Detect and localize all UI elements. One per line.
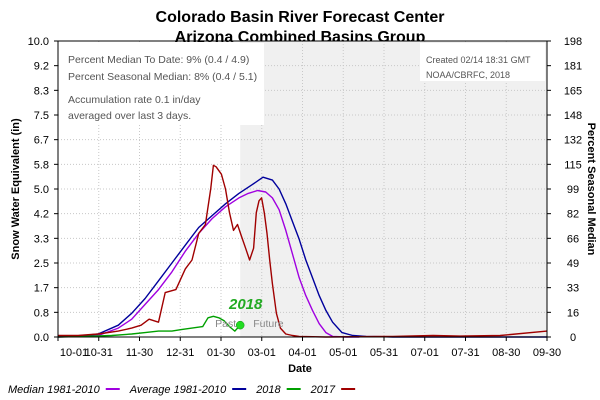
y2-tick-label: 16 (567, 307, 579, 319)
y2-tick-label: 33 (567, 283, 579, 295)
x-tick-label: 12-31 (166, 347, 194, 359)
plot-area: Percent Median To Date: 9% (0.4 / 4.9) Pe… (28, 36, 583, 359)
annotation-averaged: averaged over last 3 days. (68, 110, 191, 122)
y-tick-label: 9.2 (34, 61, 49, 73)
y-tick-label: 5.8 (34, 159, 49, 171)
chart-title: Colorado Basin River Forecast Center (156, 9, 445, 26)
legend-label-2017: 2017 (310, 384, 336, 396)
y2-tick-label: 198 (564, 36, 582, 48)
series-line-average-1981-2010 (57, 176, 547, 338)
x-tick-label: 04-01 (288, 347, 316, 359)
y-tick-label: 1.7 (34, 283, 49, 295)
annotation-accumulation-rate: Accumulation rate 0.1 in/day (68, 94, 201, 106)
annotation-seasonal-median: Percent Seasonal Median: 8% (0.4 / 5.1) (68, 71, 257, 83)
y2-tick-label: 82 (567, 209, 579, 221)
y-tick-label: 5.0 (34, 184, 49, 196)
legend-label-average-1981-2010: Average 1981-2010 (129, 384, 227, 396)
y-axis-label: Snow Water Equivalent (in) (10, 118, 22, 260)
legend-label-2018: 2018 (255, 384, 281, 396)
y-tick-label: 0.8 (34, 307, 49, 319)
y2-tick-label: 148 (564, 110, 582, 122)
series-line-2018 (57, 315, 241, 338)
annotation-median-to-date: Percent Median To Date: 9% (0.4 / 4.9) (68, 54, 249, 66)
future-label: Future (253, 318, 284, 330)
x-tick-label: 11-30 (126, 347, 153, 359)
y2-tick-label: 66 (567, 233, 579, 245)
y-tick-label: 7.5 (34, 110, 49, 122)
x-tick-label: 08-30 (492, 347, 520, 359)
y2-tick-label: 49 (567, 258, 579, 270)
y2-tick-label: 181 (564, 61, 582, 73)
x-tick-label: 10-31 (85, 347, 113, 359)
y2-tick-label: 132 (564, 135, 582, 147)
series-line-2017 (58, 164, 548, 338)
y2-axis-label: Percent Seasonal Median (585, 123, 597, 256)
annotation-box (60, 43, 264, 125)
legend-label-median-1981-2010: Median 1981-2010 (8, 384, 101, 396)
x-axis-label: Date (288, 363, 312, 375)
y-tick-label: 4.2 (34, 209, 49, 221)
y-tick-label: 0.0 (34, 332, 49, 344)
past-label: Past (215, 318, 236, 330)
x-tick-label: 10-01 (60, 347, 88, 359)
y2-tick-label: 99 (567, 184, 579, 196)
x-tick-label: 07-31 (451, 347, 479, 359)
annotation-created: Created 02/14 18:31 GMT (426, 55, 531, 65)
current-marker (235, 320, 245, 330)
created-box (420, 43, 545, 81)
series-line-median-1981-2010 (57, 189, 360, 338)
x-tick-label: 09-30 (533, 347, 561, 359)
x-tick-label: 07-01 (411, 347, 439, 359)
y2-tick-label: 115 (564, 159, 582, 171)
y2-tick-label: 0 (570, 332, 576, 344)
y-tick-label: 8.3 (34, 85, 49, 97)
annotation-source: NOAA/CBRFC, 2018 (426, 70, 510, 80)
legend: Median 1981-2010 Average 1981-2010 2018 201… (8, 384, 356, 396)
x-tick-label: 05-01 (329, 347, 357, 359)
highlight-year-label: 2018 (228, 296, 263, 313)
y-tick-label: 6.7 (34, 135, 49, 147)
y-tick-label: 10.0 (28, 36, 49, 48)
x-tick-label: 05-31 (370, 347, 398, 359)
y-tick-label: 3.3 (34, 233, 49, 245)
y2-tick-label: 165 (564, 85, 582, 97)
x-tick-label: 01-30 (207, 347, 235, 359)
future-region (240, 41, 547, 337)
x-tick-label: 03-01 (248, 347, 276, 359)
y-tick-label: 2.5 (34, 258, 49, 270)
